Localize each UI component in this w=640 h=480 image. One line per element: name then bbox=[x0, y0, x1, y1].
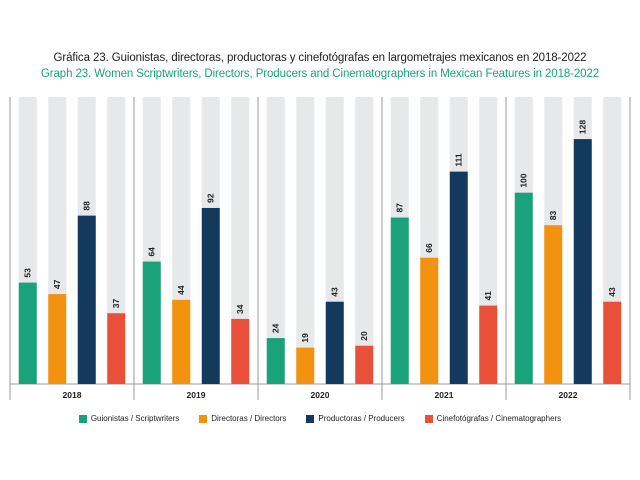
data-label: 111 bbox=[454, 153, 464, 167]
data-label: 20 bbox=[359, 331, 369, 341]
legend-label-cinematographers: Cinefotógrafas / Cinematographers bbox=[436, 414, 562, 423]
bar-2019-0 bbox=[142, 261, 161, 384]
legend-swatch-producers bbox=[306, 414, 315, 423]
bar-background bbox=[231, 97, 250, 384]
data-label: 19 bbox=[300, 333, 310, 343]
bar-2018-2 bbox=[77, 215, 96, 384]
data-label: 88 bbox=[82, 201, 92, 211]
data-label: 41 bbox=[483, 291, 493, 301]
legend-item-scriptwriters: Guionistas / Scriptwriters bbox=[78, 414, 180, 423]
data-label: 83 bbox=[548, 210, 558, 220]
bar-2022-2 bbox=[573, 139, 592, 384]
bar-2020-1 bbox=[296, 347, 315, 384]
legend-item-directors: Directoras / Directors bbox=[199, 414, 286, 423]
legend-swatch-directors bbox=[199, 414, 208, 423]
chart-title: Gráfica 23. Guionistas, directoras, prod… bbox=[53, 52, 587, 64]
bar-2019-1 bbox=[172, 299, 191, 384]
chart-subtitle: Graph 23. Women Scriptwriters, Directors… bbox=[40, 68, 600, 80]
bar-2022-1 bbox=[544, 225, 563, 384]
chart-legend: Guionistas / Scriptwriters Directoras / … bbox=[0, 414, 640, 423]
bar-2021-2 bbox=[449, 171, 468, 384]
bar-2019-3 bbox=[231, 318, 250, 384]
bar-2022-0 bbox=[514, 192, 533, 384]
bar-chart: 5347883720186444923420192419432020208766… bbox=[9, 97, 631, 400]
data-label: 44 bbox=[176, 285, 186, 295]
legend-label-directors: Directoras / Directors bbox=[211, 414, 287, 423]
bar-2021-3 bbox=[479, 305, 498, 384]
data-label: 47 bbox=[52, 279, 62, 289]
bar-2018-1 bbox=[48, 294, 67, 384]
bar-2018-3 bbox=[107, 313, 126, 384]
data-label: 24 bbox=[271, 323, 281, 333]
data-label: 43 bbox=[330, 287, 340, 297]
bar-2022-3 bbox=[603, 301, 622, 384]
bar-background bbox=[266, 97, 285, 384]
bar-2021-0 bbox=[390, 217, 409, 384]
legend-swatch-scriptwriters bbox=[78, 414, 87, 423]
x-tick-label-2018: 2018 bbox=[63, 390, 82, 400]
data-label: 37 bbox=[111, 298, 121, 308]
bar-2018-0 bbox=[18, 282, 37, 384]
data-label: 128 bbox=[578, 120, 588, 134]
bar-2020-3 bbox=[355, 345, 374, 384]
data-label: 66 bbox=[424, 243, 434, 253]
data-label: 53 bbox=[23, 268, 33, 278]
bar-background bbox=[296, 97, 315, 384]
legend-label-producers: Productoras / Producers bbox=[318, 414, 405, 423]
data-label: 100 bbox=[519, 173, 529, 187]
legend-swatch-cinematographers bbox=[424, 414, 433, 423]
data-label: 43 bbox=[607, 287, 617, 297]
chart-titles: Gráfica 23. Guionistas, directoras, prod… bbox=[0, 50, 640, 82]
legend-item-producers: Productoras / Producers bbox=[306, 414, 405, 423]
bar-background bbox=[355, 97, 374, 384]
data-label: 34 bbox=[235, 304, 245, 314]
x-tick-label-2019: 2019 bbox=[187, 390, 206, 400]
bar-2020-0 bbox=[266, 338, 285, 384]
x-tick-label-2021: 2021 bbox=[435, 390, 454, 400]
bar-2020-2 bbox=[325, 301, 344, 384]
bar-background bbox=[107, 97, 126, 384]
data-label: 87 bbox=[395, 203, 405, 213]
data-label: 92 bbox=[206, 193, 216, 203]
legend-label-scriptwriters: Guionistas / Scriptwriters bbox=[90, 414, 180, 423]
legend-item-cinematographers: Cinefotógrafas / Cinematographers bbox=[424, 414, 562, 423]
data-label: 64 bbox=[147, 247, 157, 257]
x-tick-label-2022: 2022 bbox=[559, 390, 578, 400]
bar-2021-1 bbox=[420, 257, 439, 384]
x-tick-label-2020: 2020 bbox=[311, 390, 330, 400]
bar-2019-2 bbox=[201, 207, 220, 384]
